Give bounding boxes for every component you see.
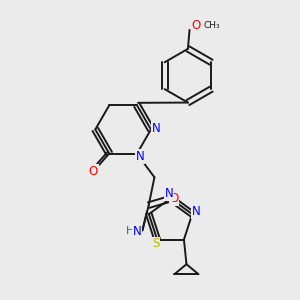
Text: H: H <box>126 226 135 236</box>
Text: N: N <box>133 224 141 238</box>
Text: N: N <box>192 205 201 218</box>
Text: N: N <box>165 188 173 200</box>
Text: O: O <box>192 19 201 32</box>
Text: O: O <box>89 165 98 178</box>
Text: CH₃: CH₃ <box>203 21 220 30</box>
Text: N: N <box>136 150 145 163</box>
Text: N: N <box>152 122 160 135</box>
Text: O: O <box>169 192 179 205</box>
Text: S: S <box>152 238 159 250</box>
